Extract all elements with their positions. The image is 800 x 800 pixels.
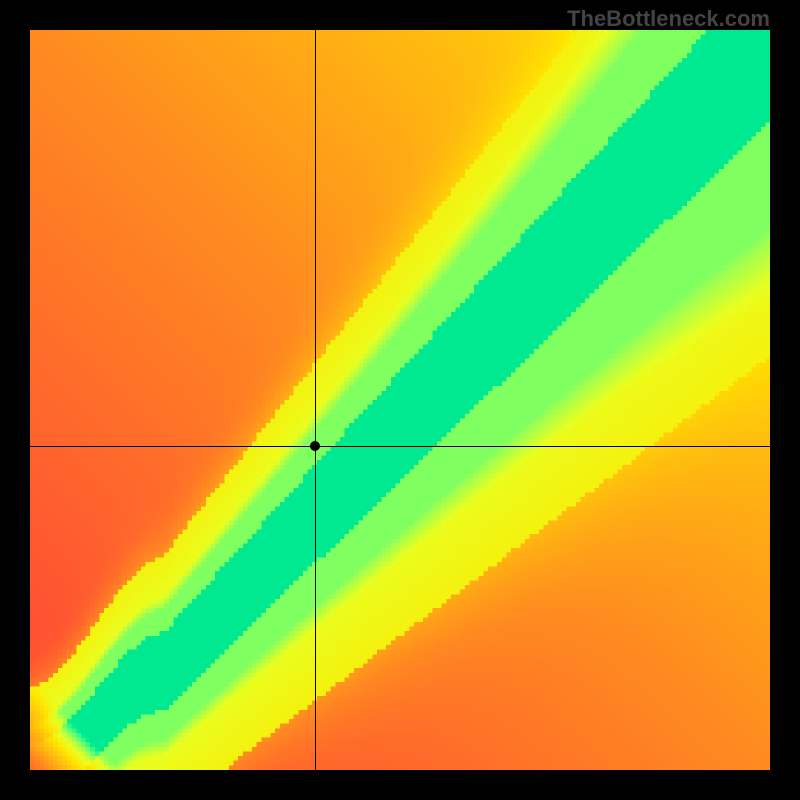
- crosshair-marker: [310, 441, 320, 451]
- heatmap-canvas: [30, 30, 770, 770]
- heatmap-plot: [30, 30, 770, 770]
- watermark-text: TheBottleneck.com: [567, 6, 770, 32]
- crosshair-horizontal: [30, 446, 770, 447]
- crosshair-vertical: [315, 30, 316, 770]
